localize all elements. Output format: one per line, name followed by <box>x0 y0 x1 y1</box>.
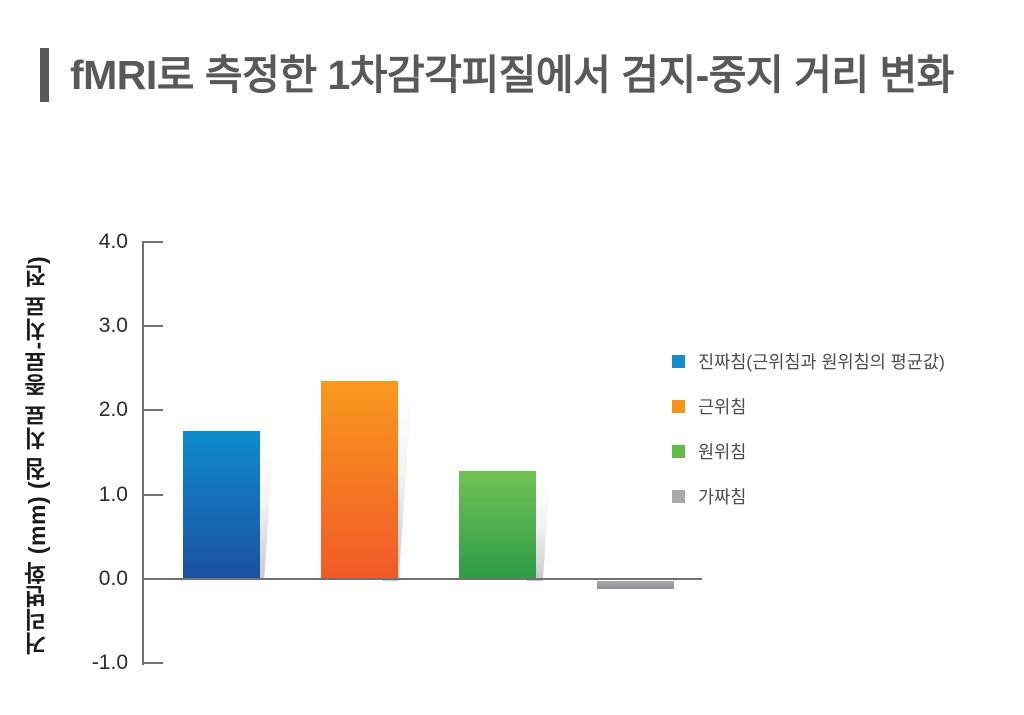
legend-item: 가짜침 <box>672 484 945 509</box>
legend-swatch <box>672 490 685 503</box>
title-accent-bar <box>40 48 49 103</box>
legend-swatch <box>672 445 685 458</box>
legend-label: 근위침 <box>698 397 747 417</box>
y-tick-label: -1.0 <box>91 651 128 674</box>
y-tick-label: 4.0 <box>98 230 128 253</box>
y-axis-line <box>142 242 144 665</box>
legend-swatch <box>672 355 685 368</box>
y-tick-mark <box>142 325 163 328</box>
legend-label: 원위침 <box>698 442 747 462</box>
legend-item: 원위침 <box>672 439 945 464</box>
plot-area: 4.0 3.0 2.0 1.0 0.0 -1.0 <box>92 231 702 674</box>
legend-label: 진짜침(근위침과 원위침의 평균값) <box>698 352 945 372</box>
bar-4 <box>597 580 674 590</box>
page-title: fMRI로 측정한 1차감각피질에서 검지-중지 거리 변화 <box>70 52 954 98</box>
bar-3 <box>459 471 536 579</box>
y-tick-label: 0.0 <box>98 566 128 590</box>
bar-1 <box>183 431 260 579</box>
legend-swatch <box>672 400 685 413</box>
y-tick-label: 3.0 <box>98 314 128 338</box>
y-tick-label: 2.0 <box>98 398 128 422</box>
legend-item: 근위침 <box>672 394 945 419</box>
y-tick-label: 1.0 <box>98 482 128 506</box>
y-tick-mark <box>142 409 163 412</box>
y-axis-label: 거리변화 (mm) (침 치료 종료-치료 전) <box>24 255 50 655</box>
y-tick-mark <box>142 241 163 243</box>
y-tick-mark <box>142 493 163 496</box>
zero-baseline <box>142 577 702 580</box>
legend-item: 진짜침(근위침과 원위침의 평균값) <box>672 349 945 374</box>
title-block: fMRI로 측정한 1차감각피질에서 검지-중지 거리 변화 <box>40 48 954 103</box>
y-tick-mark <box>142 662 163 664</box>
legend-label: 가짜침 <box>698 487 747 507</box>
bar-2 <box>321 380 398 579</box>
